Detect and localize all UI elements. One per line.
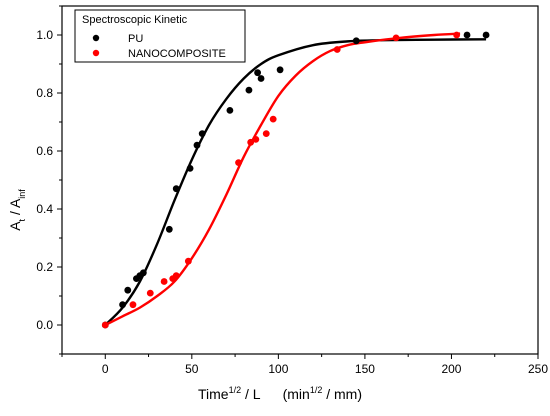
point-nanocomposite: [262, 130, 270, 138]
legend-label-nanocomposite: NANOCOMPOSITE: [128, 48, 226, 60]
fit-line-pu: [104, 38, 487, 326]
fit-curves: [104, 32, 487, 327]
point-nanocomposite: [235, 159, 242, 167]
y-axis-title: At / Ainf: [7, 189, 27, 231]
point-nanocomposite: [453, 31, 461, 39]
point-nanocomposite: [160, 278, 168, 285]
legend-marker-pu: [92, 34, 100, 42]
x-tick-label: 100: [268, 362, 288, 376]
y-tick-label: 0.2: [36, 260, 53, 274]
point-nanocomposite: [333, 46, 341, 53]
point-pu: [276, 66, 284, 74]
point-pu: [352, 37, 360, 45]
y-tick-label: 0.4: [36, 202, 53, 216]
axis-ticks: 0 50 100 150 200 250 0.0 0.2 0.4 0.6 0.8 1.0: [36, 5, 548, 376]
legend-box: [74, 9, 246, 63]
point-nanocomposite: [247, 138, 255, 146]
point-nanocomposite: [101, 321, 109, 329]
point-nanocomposite: [392, 34, 400, 42]
legend-title: Spectroscopic Kinetic: [82, 14, 188, 26]
point-pu: [165, 225, 173, 233]
point-pu: [245, 86, 253, 94]
point-pu: [186, 165, 194, 172]
point-nanocomposite: [252, 136, 260, 143]
x-tick-label: 0: [102, 362, 109, 376]
x-axis-title: Time1/2 / L (min1/2 / mm): [198, 385, 362, 402]
point-pu: [226, 107, 234, 114]
fit-line-nanocomposite: [104, 32, 461, 327]
point-pu: [257, 75, 265, 82]
point-nanocomposite: [146, 289, 154, 297]
point-pu: [482, 31, 490, 39]
y-tick-label: 0.8: [36, 86, 53, 100]
point-pu: [254, 69, 261, 77]
data-points: [101, 31, 490, 329]
point-pu: [172, 185, 180, 193]
y-tick-label: 0.6: [36, 144, 53, 158]
point-pu: [193, 141, 201, 149]
point-nanocomposite: [172, 272, 180, 280]
x-tick-label: 50: [185, 362, 199, 376]
point-nanocomposite: [129, 301, 137, 309]
x-tick-label: 150: [355, 362, 375, 376]
point-nanocomposite: [184, 257, 192, 265]
point-pu: [198, 130, 206, 138]
point-pu: [463, 31, 471, 39]
y-tick-label: 1.0: [36, 28, 53, 42]
x-tick-label: 250: [528, 362, 548, 376]
legend-marker-nanocomposite: [92, 49, 100, 57]
x-tick-label: 200: [441, 362, 461, 376]
point-pu: [139, 269, 147, 277]
legend: Spectroscopic Kinetic PU NANOCOMPOSITE: [74, 9, 246, 63]
y-tick-label: 0.0: [36, 318, 53, 332]
point-pu: [124, 286, 132, 294]
point-pu: [119, 301, 126, 309]
legend-label-pu: PU: [128, 33, 143, 45]
point-nanocomposite: [269, 115, 277, 123]
